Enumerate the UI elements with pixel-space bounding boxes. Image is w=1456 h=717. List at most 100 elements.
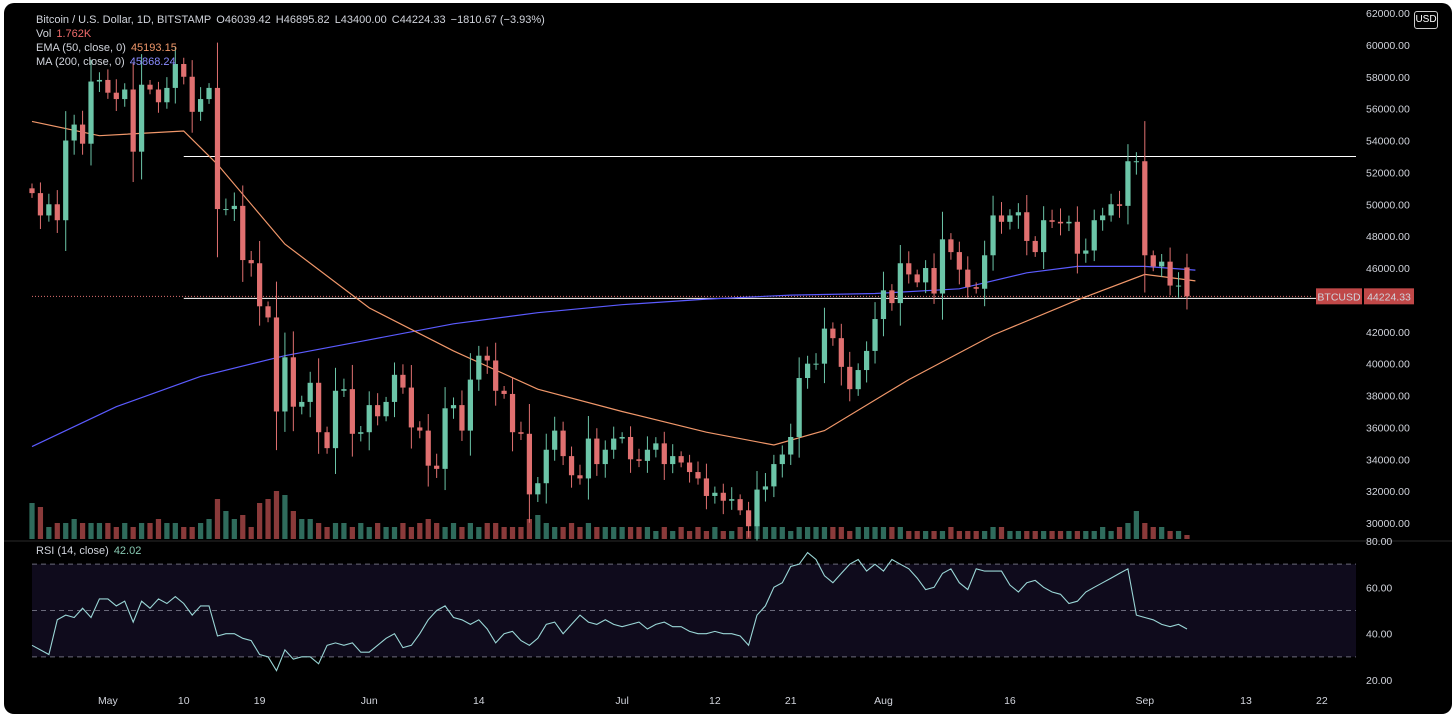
volume-bar xyxy=(1091,531,1097,539)
candle-body xyxy=(720,492,726,501)
rsi-tick-label: 40.00 xyxy=(1366,629,1392,641)
volume-bar xyxy=(383,527,389,539)
candle-body xyxy=(450,405,457,409)
volume-bar xyxy=(729,531,735,539)
volume-bar xyxy=(585,523,592,539)
price-tick-label: 34000.00 xyxy=(1366,454,1410,466)
volume-bar xyxy=(122,523,128,539)
candle-body xyxy=(467,379,473,431)
candle-body xyxy=(1007,215,1013,222)
rsi-line xyxy=(31,551,1188,672)
candle-body xyxy=(29,188,35,194)
rsi-tick-label: 60.00 xyxy=(1366,582,1392,594)
candle-body xyxy=(1125,161,1131,206)
volume-bar xyxy=(1057,531,1064,539)
volume-bar xyxy=(96,523,103,539)
currency-button[interactable]: USD xyxy=(1414,11,1438,29)
volume-bar xyxy=(543,523,549,539)
volume-bar xyxy=(206,519,212,539)
candle-body xyxy=(299,401,305,407)
price-tick-label: 46000.00 xyxy=(1366,263,1410,275)
candle-body xyxy=(316,382,322,433)
candle-body xyxy=(653,443,659,450)
legend-rsi[interactable]: RSI (14, close) 42.02 xyxy=(36,545,143,557)
volume-bar xyxy=(324,527,330,539)
candle-body xyxy=(358,432,364,434)
legend-low: L43400.00 xyxy=(334,14,387,26)
time-axis: May 10 19 Jun 14 Jul 12 21 Aug 16 Sep 13 22 xyxy=(98,695,1328,707)
rsi-tick-label: 20.00 xyxy=(1366,675,1392,687)
time-tick-label: Aug xyxy=(874,695,893,707)
candle-body xyxy=(686,462,693,473)
volume-bar xyxy=(703,531,710,539)
volume-bar xyxy=(29,503,35,539)
volume-bar xyxy=(265,499,271,539)
volume-bar xyxy=(762,527,769,539)
candle-body xyxy=(611,438,617,450)
volume-bar xyxy=(847,531,853,539)
volume-bar xyxy=(290,511,296,539)
horizontal-levels xyxy=(32,155,1356,299)
candle-body xyxy=(577,475,583,479)
volume-bar xyxy=(1175,531,1182,539)
candle-body xyxy=(973,287,979,289)
symbol-tag-label: BTCUSD xyxy=(1317,291,1361,303)
candle-body xyxy=(476,355,482,380)
volume-bar xyxy=(695,527,701,539)
candle-body xyxy=(594,438,600,465)
candle-body xyxy=(998,215,1005,222)
volume-bar xyxy=(737,527,743,539)
candle-body xyxy=(1074,221,1080,254)
chart-canvas[interactable]: 30000.00 32000.00 34000.00 36000.00 38000.00… xyxy=(4,3,1452,714)
volume-bar xyxy=(240,515,246,539)
volume-bar xyxy=(939,531,946,539)
legend-volume[interactable]: Vol 1.762K xyxy=(36,28,93,40)
candle-body xyxy=(847,366,853,390)
volume-bar xyxy=(172,523,178,539)
candle-body xyxy=(872,319,878,351)
volume-bar xyxy=(316,523,322,539)
price-tick-label: 32000.00 xyxy=(1366,486,1410,498)
volume-bar xyxy=(948,527,954,539)
candle-body xyxy=(375,405,381,417)
volume-bar xyxy=(1074,531,1080,539)
candle-body xyxy=(1133,161,1139,163)
candle-body xyxy=(1184,267,1190,297)
candle-body xyxy=(509,393,516,433)
candle-body xyxy=(965,269,971,288)
candle-body xyxy=(189,76,195,112)
candle-body xyxy=(1049,220,1055,222)
volume-bar xyxy=(1116,527,1123,539)
vol-label: Vol xyxy=(36,28,52,40)
candle-body xyxy=(568,456,575,476)
candle-body xyxy=(181,64,187,77)
candle-body xyxy=(79,124,86,144)
time-tick-label: 13 xyxy=(1240,695,1252,707)
volume-bar xyxy=(897,527,903,539)
time-tick-label: May xyxy=(98,695,119,707)
volume-bar xyxy=(189,527,195,539)
volume-bar xyxy=(990,527,996,539)
legend-ema[interactable]: EMA (50, close, 0) 45193.15 xyxy=(36,42,179,54)
candle-body xyxy=(366,405,372,433)
candle-body xyxy=(122,89,128,100)
candle-body xyxy=(1150,255,1156,267)
volume-bar xyxy=(923,531,929,539)
volume-bar xyxy=(872,527,878,539)
legend-ma[interactable]: MA (200, close, 0) 45868.24 xyxy=(36,56,178,68)
volume-bar xyxy=(79,523,86,539)
volume-bar xyxy=(366,527,372,539)
chart-frame: 30000.00 32000.00 34000.00 36000.00 38000.00… xyxy=(4,3,1452,714)
ema-line xyxy=(31,120,1196,446)
volume-bar xyxy=(476,527,482,539)
candle-body xyxy=(923,268,929,283)
volume-bar xyxy=(560,527,566,539)
volume-bar xyxy=(113,527,119,539)
candle-body xyxy=(138,84,145,152)
volume-bar xyxy=(1108,531,1114,539)
volume-bar xyxy=(223,511,229,539)
time-tick-label: 21 xyxy=(785,695,797,707)
volume-bar xyxy=(880,527,887,539)
volume-bar xyxy=(391,527,398,539)
candle-body xyxy=(206,87,212,100)
